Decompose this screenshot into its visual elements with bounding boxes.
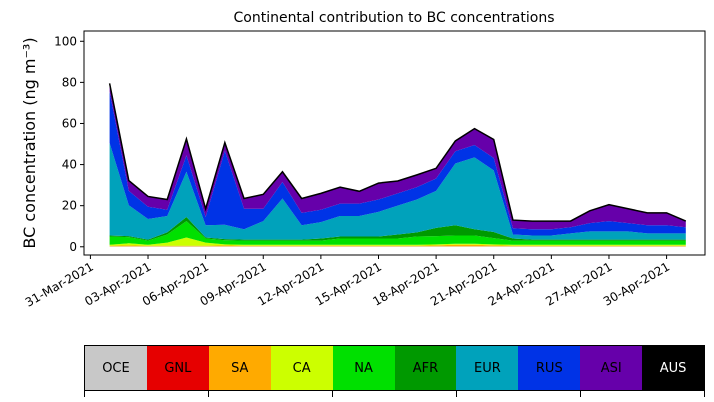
area-eur — [109, 143, 686, 240]
plot-frame — [83, 30, 706, 256]
area-sa — [109, 244, 686, 247]
legend-item-na: NA — [332, 346, 395, 390]
x-axis-ticks: 31-Mar-202103-Apr-202106-Apr-202109-Apr-… — [23, 255, 672, 310]
legend-item-oce: OCE — [85, 346, 147, 390]
y-tick-label: 20 — [62, 199, 77, 213]
y-tick-label: 40 — [62, 158, 77, 172]
legend-item-ca: CA — [270, 346, 333, 390]
y-tick-label: 60 — [62, 116, 77, 130]
y-tick-label: 0 — [69, 240, 77, 254]
area-rus — [109, 91, 686, 236]
total-outline — [108, 83, 687, 222]
stacked-areas — [109, 83, 686, 247]
legend-item-aus: AUS — [642, 346, 705, 390]
area-ca — [109, 237, 686, 246]
y-axis-label: BC concentration (ng m⁻³) — [20, 37, 39, 248]
legend-item-rus: RUS — [518, 346, 581, 390]
area-asi — [109, 83, 686, 230]
legend-item-gnl: GNL — [146, 346, 209, 390]
legend-item-afr: AFR — [394, 346, 457, 390]
legend-ticks — [84, 391, 705, 399]
legend-item-asi: ASI — [580, 346, 643, 390]
legend-item-sa: SA — [208, 346, 271, 390]
area-na — [109, 221, 686, 245]
legend-item-eur: EUR — [456, 346, 519, 390]
area-afr — [109, 216, 686, 241]
y-tick-label: 100 — [54, 34, 77, 48]
y-axis-ticks: 0 20 40 60 80 100 — [54, 34, 84, 254]
y-tick-label: 80 — [62, 75, 77, 89]
chart-title: Continental contribution to BC concentra… — [233, 10, 554, 26]
legend: OCE GNL SA CA NA AFR EUR RUS ASI AUS — [84, 345, 705, 391]
